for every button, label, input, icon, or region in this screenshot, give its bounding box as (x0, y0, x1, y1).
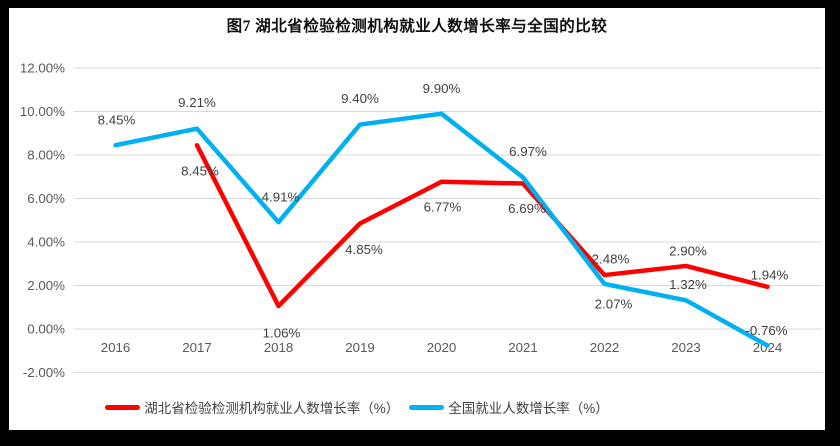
chart-legend: 湖北省检验检测机构就业人数增长率（%） 全国就业人数增长率（%） (9, 397, 825, 417)
data-label: 2.07% (595, 296, 633, 311)
x-axis-tick-label: 2022 (590, 340, 620, 355)
data-label: 9.40% (341, 91, 379, 106)
data-label: 6.69% (508, 201, 546, 216)
legend-swatch-blue-line (409, 404, 445, 410)
x-axis-tick-label: 2023 (671, 340, 701, 355)
data-label: 8.45% (98, 113, 136, 128)
data-label: 8.45% (181, 164, 219, 179)
legend-label-national: 全国就业人数增长率（%） (448, 401, 609, 416)
legend-item-national: 全国就业人数增长率（%） (409, 397, 609, 417)
data-label: 4.85% (345, 242, 383, 257)
x-axis-tick-label: 2018 (264, 340, 294, 355)
y-axis-tick-label: 2.00% (27, 278, 65, 293)
y-axis-tick-label: 8.00% (27, 148, 65, 163)
data-label: 9.21% (178, 95, 216, 110)
legend-item-hubei: 湖北省检验检测机构就业人数增长率（%） (105, 397, 399, 417)
y-axis-tick-label: 12.00% (20, 61, 65, 76)
chart-panel: 图7 湖北省检验检测机构就业人数增长率与全国的比较 12.00% 10.00% 8.… (9, 8, 825, 430)
x-axis-tick-label: 2019 (345, 340, 375, 355)
chart-title: 图7 湖北省检验检测机构就业人数增长率与全国的比较 (226, 18, 608, 35)
data-label: 1.06% (263, 325, 301, 340)
y-axis-tick-label: 10.00% (20, 104, 65, 119)
data-label: 1.94% (751, 267, 789, 282)
data-label: 2.90% (669, 243, 707, 258)
y-axis-tick-label: 0.00% (27, 322, 65, 337)
series-line-0 (194, 142, 770, 309)
x-axis-tick-label: 2016 (101, 340, 131, 355)
y-axis-tick-label: 6.00% (27, 191, 65, 206)
legend-label-hubei: 湖北省检验检测机构就业人数增长率（%） (144, 401, 400, 416)
y-axis-tick-label: 4.00% (27, 235, 65, 250)
x-axis-tick-label: 2021 (508, 340, 538, 355)
data-label: 2.48% (592, 252, 630, 267)
data-label: -0.76% (745, 323, 787, 338)
y-axis-tick-label: -2.00% (23, 365, 65, 380)
x-axis-tick-label: 2017 (182, 340, 212, 355)
data-label: 1.32% (669, 277, 707, 292)
data-label: 6.77% (424, 199, 462, 214)
data-label: 6.97% (509, 144, 547, 159)
x-axis-tick-label: 2020 (427, 340, 457, 355)
data-label: 9.90% (423, 81, 461, 96)
series-line-1 (113, 111, 770, 348)
legend-swatch-red-line (105, 404, 141, 410)
data-label: 4.91% (262, 190, 300, 205)
line-chart: 12.00% 10.00% 8.00% 6.00% 4.00% 2.00% 0.00% -2.… (20, 61, 822, 380)
